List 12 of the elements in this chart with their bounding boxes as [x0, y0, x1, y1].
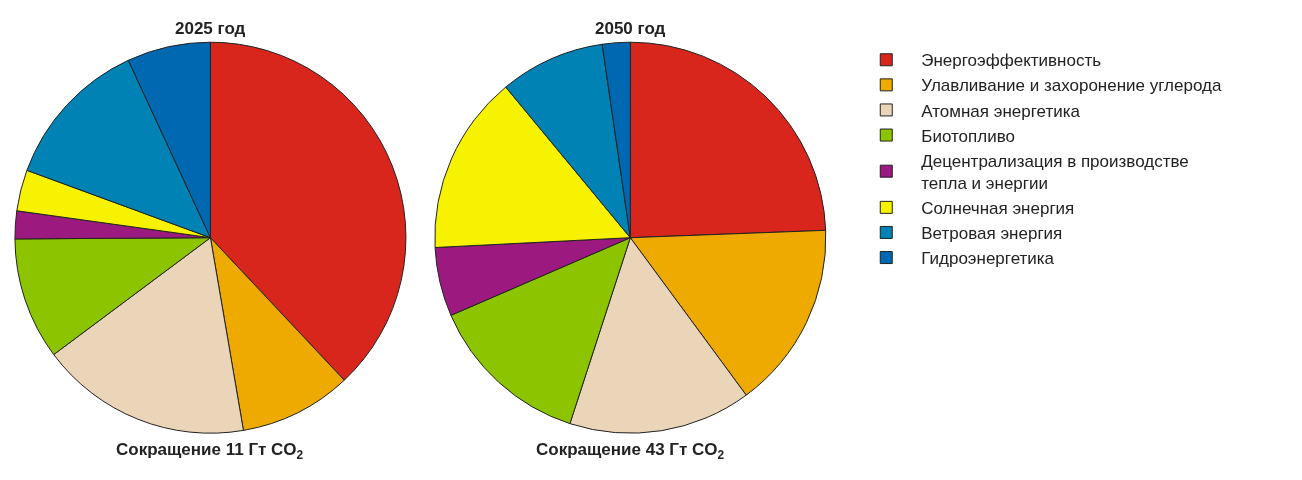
text: Сокращение 43 Гт CO$_{2}$	[536, 440, 725, 462]
legend-label: Ветровая энергия	[921, 224, 1063, 244]
chart-title: 2025 год	[175, 19, 246, 38]
legend-label: Биотопливо	[921, 126, 1015, 146]
legend-label: Улавливание и захоронение углерода	[921, 76, 1222, 96]
legend-label: Атомная энергетика	[921, 101, 1081, 121]
legend-label: Энергоэффективность	[921, 51, 1102, 71]
legend-label: Солнечная энергия	[921, 198, 1075, 218]
chart-title: 2050 год	[595, 19, 666, 38]
legend-label: Гидроэнергетика	[921, 249, 1055, 269]
text: Сокращение 11 Гт CO$_{2}$	[116, 440, 304, 462]
legend-label: Децентрализация в производстве тепла и энергии	[921, 151, 1189, 193]
